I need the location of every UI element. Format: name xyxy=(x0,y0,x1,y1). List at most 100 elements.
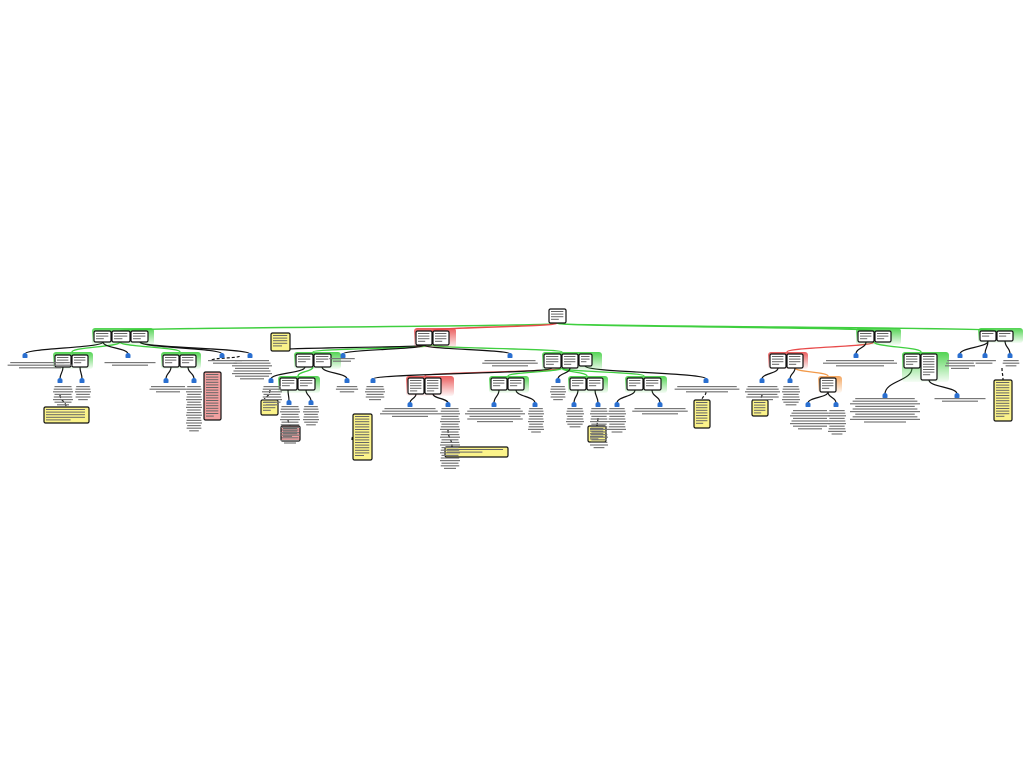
reason[interactable] xyxy=(850,393,920,423)
node-text xyxy=(546,363,554,365)
node-text xyxy=(822,380,834,381)
claim-node[interactable] xyxy=(432,330,450,346)
reason[interactable] xyxy=(590,402,608,449)
claim-node[interactable] xyxy=(297,377,316,391)
root-claim[interactable] xyxy=(548,308,567,324)
claim-node[interactable] xyxy=(979,330,997,342)
reason[interactable] xyxy=(329,353,355,362)
claim-node[interactable] xyxy=(407,377,425,395)
node-text xyxy=(206,405,219,407)
reason[interactable] xyxy=(482,353,538,367)
claim-node[interactable] xyxy=(586,377,604,391)
node-text xyxy=(772,363,780,365)
claim-node[interactable] xyxy=(561,353,579,369)
claim-node[interactable] xyxy=(507,377,525,391)
claim-node[interactable] xyxy=(874,330,892,343)
claim-node[interactable] xyxy=(903,353,921,369)
reason[interactable] xyxy=(232,353,272,380)
reason[interactable] xyxy=(303,400,319,426)
claim-node[interactable] xyxy=(179,354,197,368)
reason[interactable] xyxy=(566,402,584,428)
claim-node[interactable] xyxy=(130,330,149,343)
reason[interactable] xyxy=(280,400,300,444)
reason[interactable] xyxy=(440,402,460,469)
reason[interactable] xyxy=(790,402,830,430)
node-text xyxy=(493,380,505,381)
claim-node[interactable] xyxy=(857,330,875,343)
claim-node[interactable] xyxy=(415,330,433,346)
reason[interactable] xyxy=(335,378,359,393)
claim-node[interactable] xyxy=(996,330,1014,342)
reason[interactable] xyxy=(608,402,626,433)
reason[interactable] xyxy=(53,378,73,406)
claim-node[interactable] xyxy=(162,354,180,368)
reason[interactable] xyxy=(745,378,780,401)
claim-node[interactable] xyxy=(643,377,662,391)
reason[interactable] xyxy=(186,378,202,432)
node-text xyxy=(427,387,439,389)
note-node[interactable] xyxy=(993,379,1013,422)
node-text xyxy=(96,338,104,340)
reason[interactable] xyxy=(1002,353,1020,367)
claim-node[interactable] xyxy=(424,377,442,395)
node-text xyxy=(646,385,654,387)
note-node[interactable] xyxy=(751,399,769,417)
reason[interactable] xyxy=(550,378,566,401)
reason-icon xyxy=(344,378,350,383)
reason[interactable] xyxy=(674,378,740,393)
claim-node[interactable] xyxy=(71,354,89,368)
note-node[interactable] xyxy=(693,399,711,429)
node-text xyxy=(282,380,295,381)
reason[interactable] xyxy=(75,378,91,401)
node-text xyxy=(427,380,439,381)
claim-node[interactable] xyxy=(786,353,804,369)
note-node[interactable] xyxy=(444,446,509,458)
claim-node[interactable] xyxy=(819,377,837,393)
node-text xyxy=(1002,360,1020,367)
node-text xyxy=(57,359,69,361)
claim-node[interactable] xyxy=(569,377,587,391)
claim-node[interactable] xyxy=(920,353,938,381)
node-text xyxy=(96,335,109,337)
claim-node[interactable] xyxy=(93,330,112,343)
reason[interactable] xyxy=(945,353,975,369)
reason[interactable] xyxy=(934,393,986,402)
node-text xyxy=(996,400,1010,402)
note-node[interactable] xyxy=(43,406,90,424)
reason[interactable] xyxy=(782,378,800,406)
claim-node[interactable] xyxy=(313,353,332,368)
note-node[interactable] xyxy=(270,332,291,352)
node-text xyxy=(208,360,242,364)
claim-node[interactable] xyxy=(543,353,562,369)
reason[interactable] xyxy=(262,378,282,406)
reason[interactable] xyxy=(365,378,385,401)
objection-node[interactable] xyxy=(203,371,222,421)
node-text xyxy=(447,451,483,453)
claim-node[interactable] xyxy=(54,354,72,368)
reason[interactable] xyxy=(149,378,187,393)
note-node[interactable] xyxy=(352,413,373,461)
node-text xyxy=(923,371,935,373)
claim-node[interactable] xyxy=(769,353,787,369)
node-text xyxy=(206,384,219,386)
reason[interactable] xyxy=(104,353,156,366)
connector xyxy=(789,367,796,380)
claim-node[interactable] xyxy=(578,353,593,367)
reason[interactable] xyxy=(208,353,242,364)
objection-node[interactable] xyxy=(280,425,301,442)
reason[interactable] xyxy=(823,353,897,367)
reason[interactable] xyxy=(972,353,996,364)
reason-icon xyxy=(163,378,169,383)
reason[interactable] xyxy=(632,402,688,415)
reason[interactable] xyxy=(7,353,73,369)
reason[interactable] xyxy=(828,402,846,435)
claim-node[interactable] xyxy=(295,353,314,368)
claim-node[interactable] xyxy=(111,330,131,343)
claim-node[interactable] xyxy=(626,377,644,391)
reason[interactable] xyxy=(465,402,525,423)
node-text xyxy=(589,385,597,387)
claim-node[interactable] xyxy=(279,377,298,391)
reason[interactable] xyxy=(380,402,440,417)
claim-node[interactable] xyxy=(490,377,508,391)
reason[interactable] xyxy=(528,402,544,433)
